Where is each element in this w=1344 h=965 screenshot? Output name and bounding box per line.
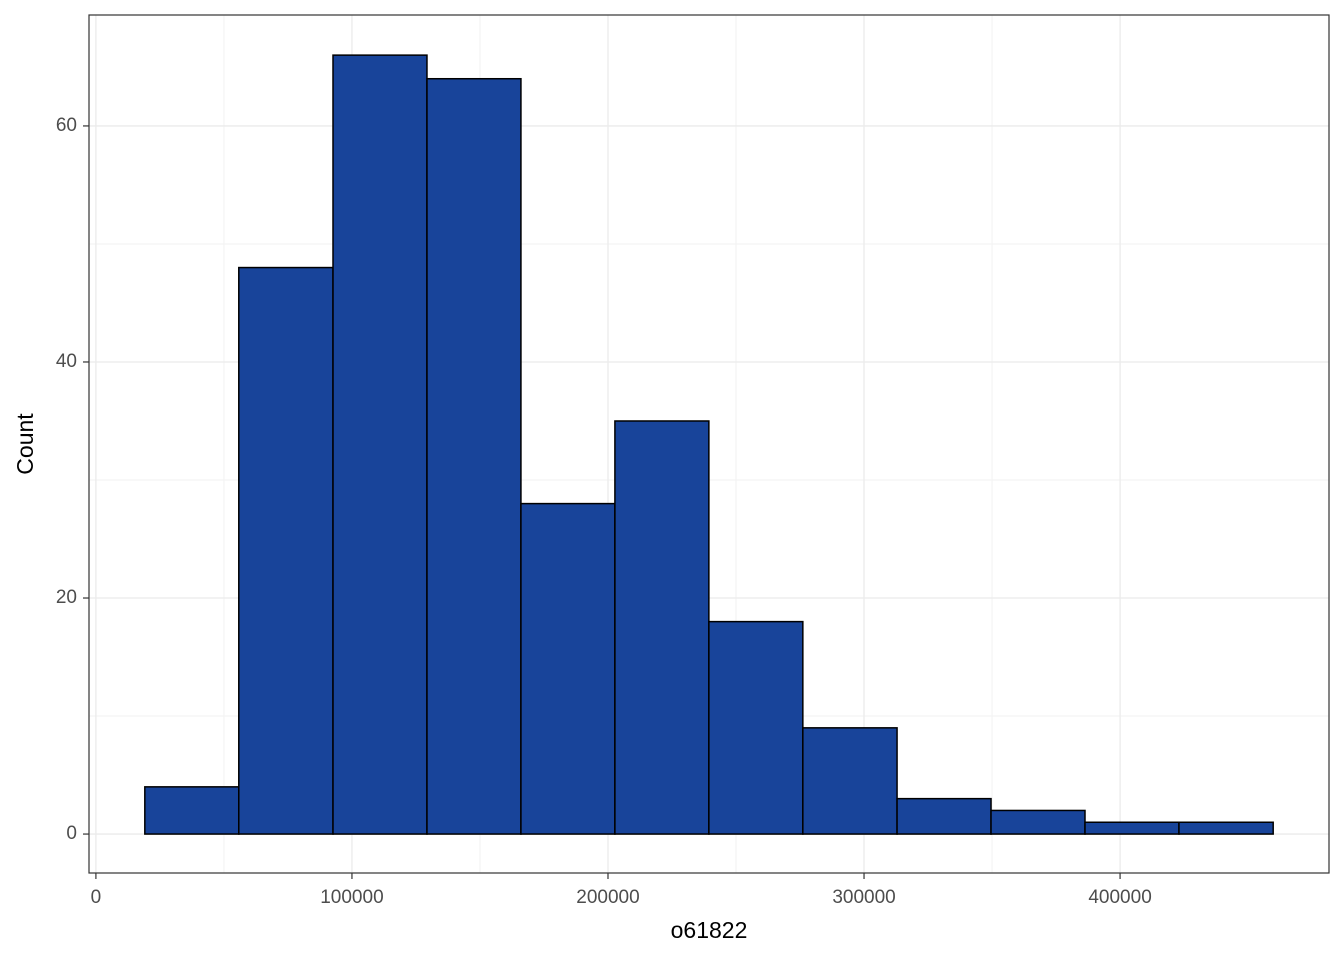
bar — [520, 502, 616, 835]
y-tick-label: 40 — [56, 351, 77, 372]
y-tick-label: 20 — [56, 587, 77, 608]
bar — [614, 420, 710, 835]
x-tick-label: 100000 — [320, 887, 383, 908]
bar — [144, 786, 240, 835]
x-tick-label: 200000 — [576, 887, 639, 908]
bar — [708, 620, 804, 835]
bar — [1178, 821, 1274, 835]
panel-border — [88, 14, 1330, 874]
x-tick-label: 0 — [91, 887, 102, 908]
bar — [802, 727, 898, 835]
bar — [426, 77, 522, 835]
bars — [144, 54, 1274, 835]
axes: 0 100000 200000 300000 400000 0 20 40 60 — [56, 115, 1152, 908]
bar — [896, 797, 992, 835]
bar — [990, 809, 1086, 835]
y-tick-label: 0 — [66, 823, 77, 844]
y-axis-title: Count — [12, 413, 38, 475]
bar — [332, 54, 428, 835]
bar — [1084, 821, 1180, 835]
bar — [238, 266, 334, 835]
y-tick-label: 60 — [56, 115, 77, 136]
x-tick-label: 300000 — [832, 887, 895, 908]
x-axis-title: o61822 — [671, 917, 748, 943]
x-tick-label: 400000 — [1088, 887, 1151, 908]
